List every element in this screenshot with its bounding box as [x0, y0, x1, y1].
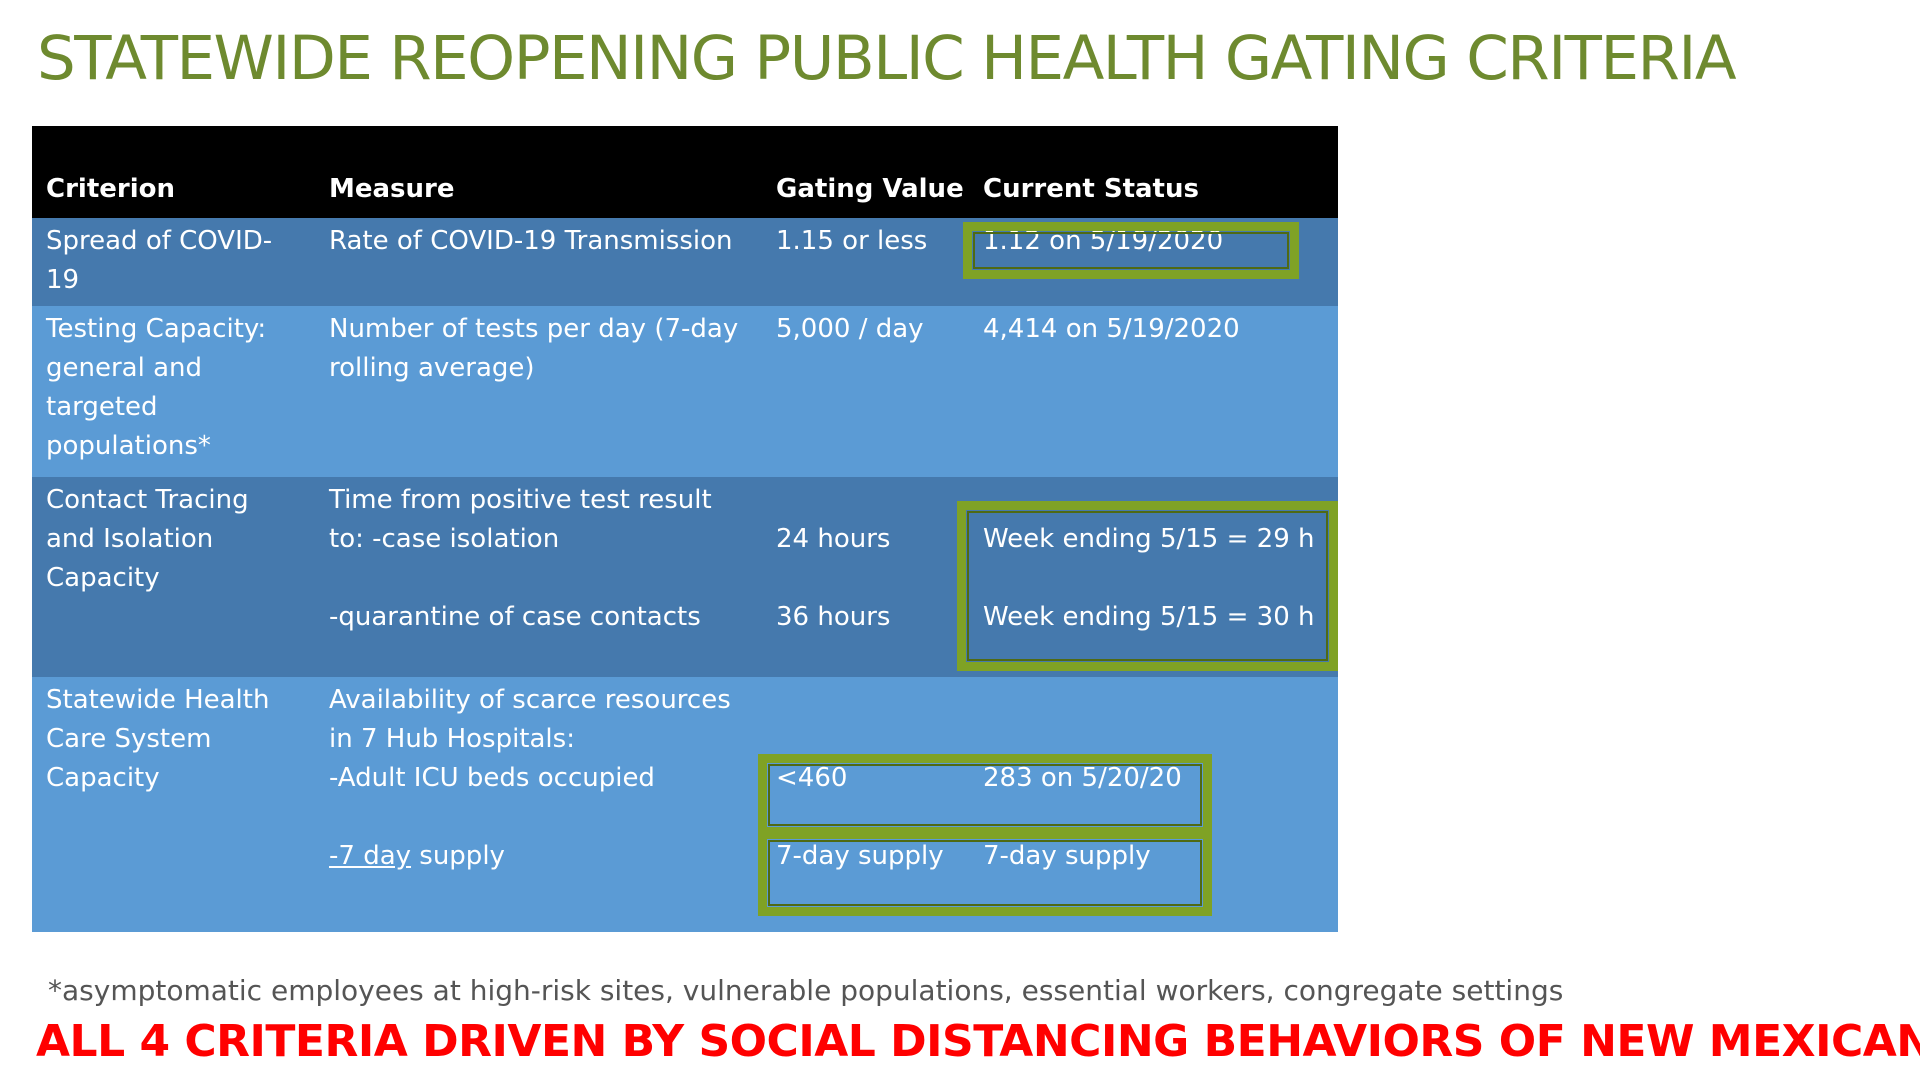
measure-intro-2: in 7 Hub Hospitals: — [329, 724, 575, 754]
current-status-supply: 7-day supply — [983, 841, 1151, 871]
current-status-isolation: Week ending 5/15 = 29 h — [983, 524, 1315, 554]
table-row-health-care: Statewide Health Care System Capacity Av… — [32, 677, 1338, 932]
highlight-box — [957, 501, 1338, 671]
gating-value-icu: <460 — [776, 763, 848, 793]
table-row-contact-tracing: Contact Tracing and Isolation Capacity T… — [32, 477, 1338, 677]
measure-icu-beds: -Adult ICU beds occupied — [329, 763, 655, 793]
table-row-spread: Spread of COVID-19 Rate of COVID-19 Tran… — [32, 218, 1338, 306]
slide-title: STATEWIDE REOPENING PUBLIC HEALTH GATING… — [37, 23, 1737, 94]
header-gating-value: Gating Value — [776, 174, 964, 204]
criterion-cell: Spread of COVID-19 — [46, 226, 273, 295]
table-header-row: Criterion Measure Gating Value Current S… — [32, 126, 1338, 218]
measure-supply: -7 day supply — [329, 837, 505, 876]
current-status-cell: 4,414 on 5/19/2020 — [983, 314, 1240, 344]
gating-value-cell: 5,000 / day — [776, 314, 924, 344]
measure-intro-1: Availability of scarce resources — [329, 685, 731, 715]
banner-headline: ALL 4 CRITERIA DRIVEN BY SOCIAL DISTANCI… — [36, 1016, 1920, 1067]
header-current-status: Current Status — [983, 174, 1199, 204]
measure-cell: Rate of COVID-19 Transmission — [329, 226, 733, 256]
table-row-testing: Testing Capacity: general and targeted p… — [32, 306, 1338, 477]
current-status-quarantine: Week ending 5/15 = 30 h — [983, 602, 1315, 632]
highlight-box — [963, 222, 1299, 279]
highlight-box — [758, 830, 1212, 916]
gating-value-supply: 7-day supply — [776, 841, 944, 871]
current-status-cell: 1.12 on 5/19/2020 — [983, 226, 1224, 256]
gating-criteria-table: Criterion Measure Gating Value Current S… — [32, 126, 1338, 932]
criterion-cell: Statewide Health Care System Capacity — [46, 685, 270, 793]
gating-value-cell: 1.15 or less — [776, 226, 928, 256]
measure-quarantine: -quarantine of case contacts — [329, 602, 701, 632]
current-status-icu: 283 on 5/20/20 — [983, 763, 1182, 793]
measure-intro: Time from positive test result — [329, 485, 712, 515]
criterion-cell: Testing Capacity: general and targeted p… — [46, 314, 267, 461]
gating-value-isolation: 24 hours — [776, 524, 891, 554]
seven-day-link[interactable]: -7 day — [329, 841, 412, 871]
header-criterion: Criterion — [46, 174, 175, 204]
measure-cell: Number of tests per day (7-day rolling a… — [329, 314, 739, 383]
criterion-cell: Contact Tracing and Isolation Capacity — [46, 485, 249, 593]
footnote: *asymptomatic employees at high-risk sit… — [48, 974, 1564, 1007]
header-measure: Measure — [329, 174, 455, 204]
measure-supply-rest: supply — [411, 841, 505, 871]
highlight-box — [758, 754, 1212, 836]
measure-case-isolation: to: -case isolation — [329, 524, 560, 554]
gating-value-quarantine: 36 hours — [776, 602, 891, 632]
